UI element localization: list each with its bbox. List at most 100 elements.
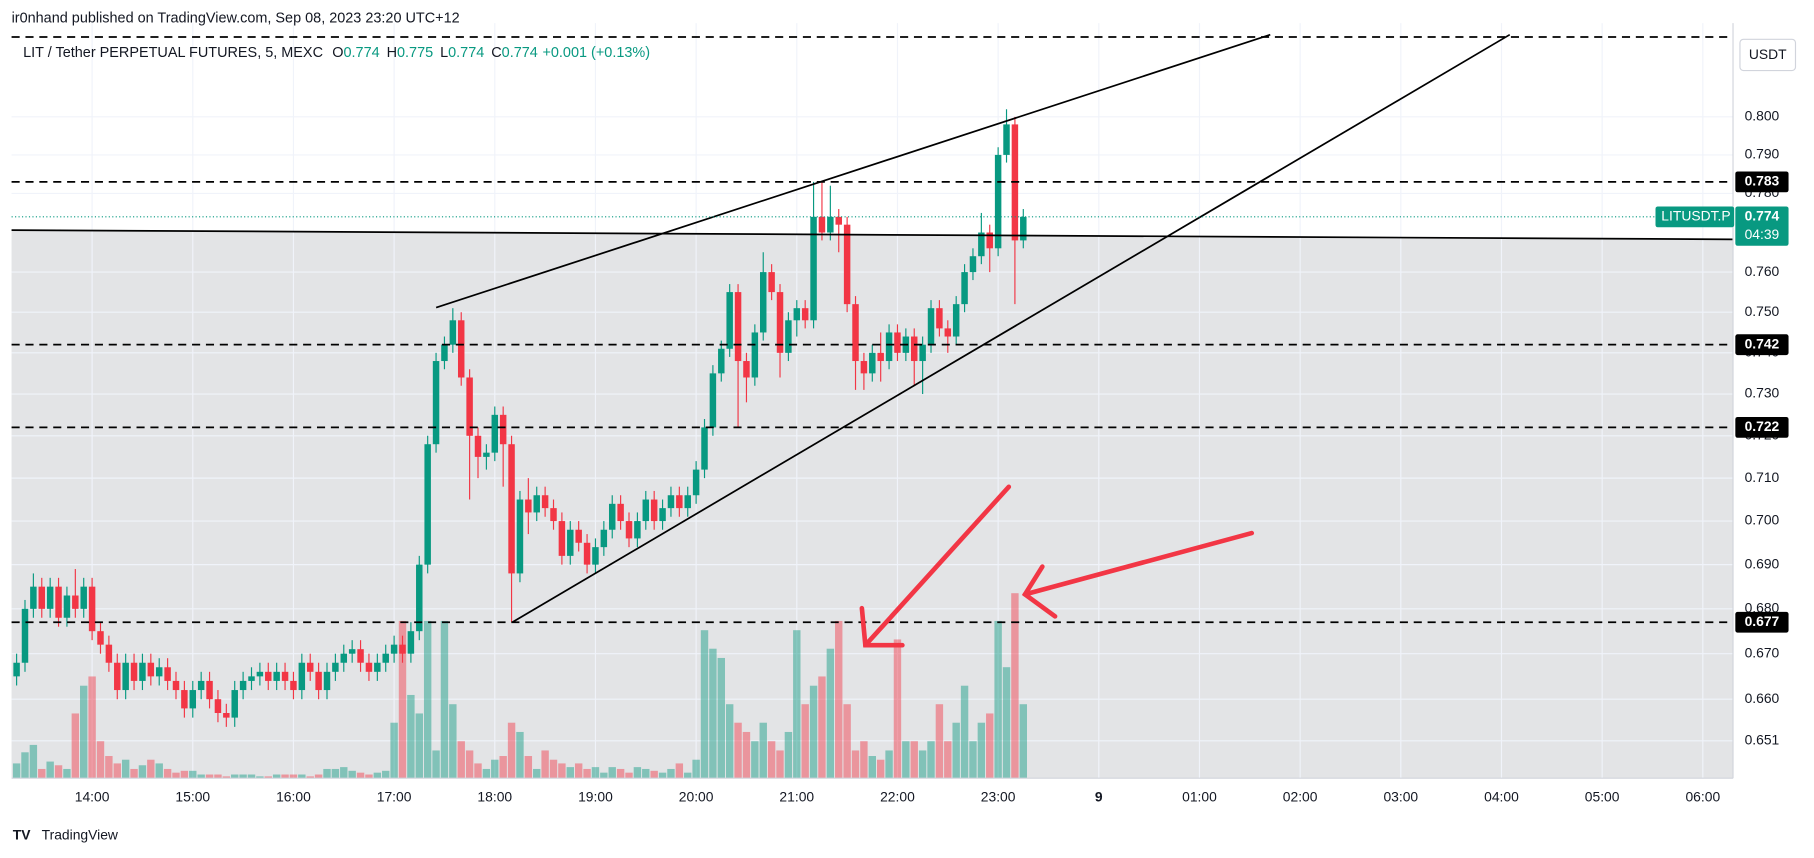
candle-body bbox=[248, 676, 255, 681]
volume-bar bbox=[927, 741, 935, 779]
volume-bar bbox=[809, 685, 818, 779]
volume-bar bbox=[38, 768, 46, 779]
volume-bar bbox=[340, 767, 348, 779]
candle-body bbox=[441, 344, 448, 362]
candle-body bbox=[449, 320, 457, 345]
candle-body bbox=[416, 564, 423, 632]
candle-body bbox=[676, 495, 683, 509]
candle-body bbox=[256, 671, 264, 677]
volume-bar bbox=[323, 768, 331, 779]
candle-body bbox=[114, 662, 121, 691]
candle-body bbox=[650, 499, 658, 522]
candle-body bbox=[936, 308, 943, 329]
x-tick-label: 14:00 bbox=[75, 789, 110, 805]
x-tick-label: 18:00 bbox=[477, 789, 512, 805]
candle-body bbox=[105, 644, 113, 663]
candle-body bbox=[181, 690, 188, 709]
volume-bar bbox=[591, 767, 600, 779]
price-box bbox=[1735, 206, 1789, 246]
y-tick-label: 0.750 bbox=[1745, 303, 1780, 319]
volume-layer bbox=[12, 593, 1027, 779]
ohlc-label: H bbox=[387, 45, 397, 61]
candle-body bbox=[147, 662, 155, 677]
levels bbox=[11, 180, 1734, 624]
y-tick-label: 0.690 bbox=[1745, 555, 1780, 571]
volume-bar bbox=[826, 648, 835, 779]
candle-body bbox=[172, 680, 180, 691]
currency[interactable]: USDT bbox=[1749, 46, 1787, 62]
volume-bar bbox=[616, 768, 625, 779]
volume-bar bbox=[96, 741, 105, 779]
candle-body bbox=[944, 328, 952, 337]
currency-box[interactable] bbox=[1739, 38, 1797, 72]
candle-body bbox=[30, 586, 37, 609]
candle-body bbox=[1020, 216, 1027, 241]
candle-body bbox=[927, 308, 935, 345]
candle-body bbox=[994, 154, 1002, 249]
volume-bar bbox=[247, 774, 256, 779]
x-tick-label: 16:00 bbox=[276, 789, 311, 805]
candle-body bbox=[550, 508, 557, 522]
volume-bar bbox=[818, 676, 826, 779]
volume-bar bbox=[935, 704, 944, 779]
volume-bar bbox=[700, 630, 709, 779]
y-tick-label: 0.651 bbox=[1745, 731, 1780, 747]
x-tick-label: 05:00 bbox=[1585, 789, 1620, 805]
candle-body bbox=[734, 292, 742, 362]
volume-bar bbox=[851, 750, 860, 779]
candle-body bbox=[340, 653, 348, 663]
ohlc-value: 0.774 bbox=[343, 45, 379, 61]
candle-body bbox=[1003, 124, 1010, 155]
candle-body bbox=[139, 662, 146, 681]
volume-bar bbox=[147, 759, 155, 779]
candle-body bbox=[768, 272, 775, 293]
volume-bar bbox=[751, 741, 759, 779]
volume-bar bbox=[574, 763, 583, 779]
arrows bbox=[859, 484, 1255, 648]
volume-bar bbox=[306, 776, 314, 779]
volume-bar bbox=[876, 759, 885, 779]
candle-body bbox=[424, 444, 431, 565]
volume-bar bbox=[952, 722, 960, 779]
candle-body bbox=[659, 508, 666, 522]
volume-bar bbox=[105, 756, 113, 779]
candle-body bbox=[21, 608, 29, 663]
volume-bar bbox=[516, 731, 524, 779]
candle-body bbox=[600, 529, 608, 548]
volume-bar bbox=[759, 722, 767, 779]
volume-bar bbox=[902, 741, 910, 779]
volume-bar bbox=[474, 763, 482, 779]
volume-bar bbox=[835, 620, 843, 779]
volume-bar bbox=[675, 763, 684, 779]
candle-body bbox=[323, 671, 331, 691]
volume-bar bbox=[21, 752, 29, 779]
volume-bar bbox=[46, 761, 54, 779]
volume-bar bbox=[163, 768, 172, 779]
trend-line bbox=[512, 33, 1511, 623]
level-label: 0.722 bbox=[1745, 418, 1780, 434]
volume-bar bbox=[214, 774, 222, 779]
volume-bar bbox=[331, 768, 340, 779]
candle-body bbox=[306, 662, 314, 672]
candle-body bbox=[390, 644, 398, 654]
attribution: ir0nhand published on TradingView.com, S… bbox=[12, 10, 460, 26]
shaded-zone bbox=[11, 230, 1734, 779]
candle-body bbox=[46, 586, 54, 609]
candle-body bbox=[877, 352, 884, 362]
volume-bar bbox=[432, 750, 440, 779]
candle-body bbox=[315, 671, 322, 691]
candle-body bbox=[567, 529, 574, 556]
candle-body bbox=[961, 272, 968, 305]
volume-bar bbox=[222, 776, 231, 779]
y-tick-label: 0.700 bbox=[1745, 512, 1780, 528]
volume-bar bbox=[692, 759, 700, 779]
volume-bar bbox=[583, 768, 591, 779]
ohlc-value: 0.774 bbox=[502, 45, 538, 61]
x-tick-label: 21:00 bbox=[779, 789, 814, 805]
change: +0.001 (+0.13%) bbox=[542, 45, 650, 61]
candle-body bbox=[533, 495, 540, 513]
candle-body bbox=[273, 671, 280, 681]
candle-body bbox=[239, 680, 247, 691]
volume-bar bbox=[776, 750, 784, 779]
volume-bar bbox=[482, 768, 491, 779]
